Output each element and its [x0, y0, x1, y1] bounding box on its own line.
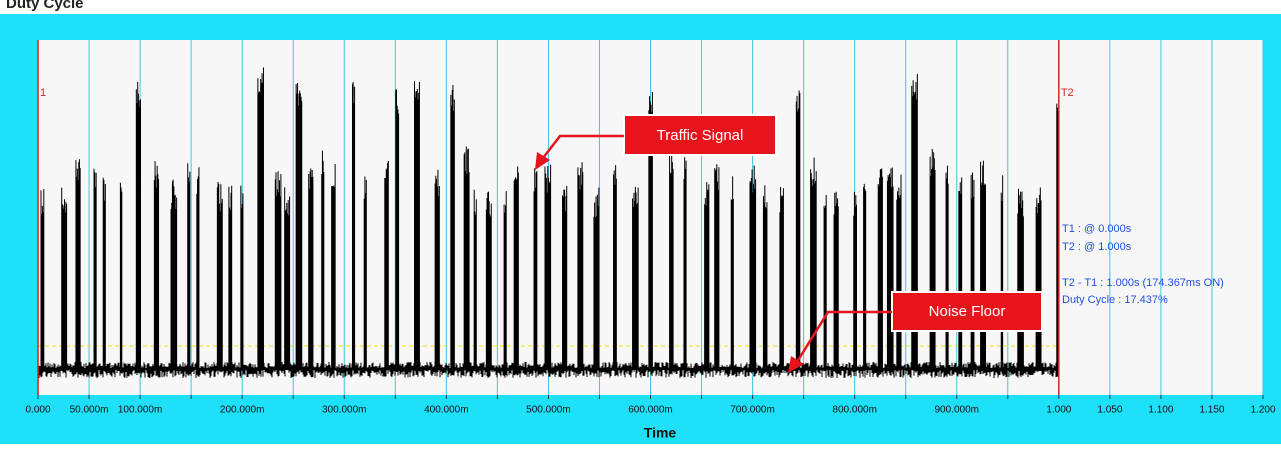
x-label: Time [644, 425, 677, 441]
arrow-head [535, 152, 550, 170]
x-tick-label: 1.100 [1148, 405, 1173, 416]
x-tick-label: 100.000m [118, 405, 162, 416]
arrow [542, 134, 624, 159]
x-tick-label: 1.150 [1199, 405, 1224, 416]
x-tick-label: 1.000 [1046, 405, 1071, 416]
x-tick-label: 600.000m [628, 405, 672, 416]
info: Duty Cycle : 17.437% [1062, 294, 1168, 306]
x-tick-label: 800.000m [832, 405, 876, 416]
x-tick-label: 1.200 [1250, 405, 1275, 416]
title: Duty Cycle [6, 0, 84, 12]
cursor-label: 1 [40, 87, 46, 99]
annotation: Noise Floor [788, 291, 1043, 373]
x-tick-label: 300.000m [322, 405, 366, 416]
x-tick-label: 700.000m [730, 405, 774, 416]
info: T2 - T1 : 1.000s (174.367ms ON) [1062, 277, 1224, 289]
callout-text: Traffic Signal [657, 127, 744, 144]
x-tick-label: 200.000m [220, 405, 264, 416]
x-tick-label: 1.050 [1097, 405, 1122, 416]
annotation: Traffic Signal [535, 114, 777, 170]
callout-box [891, 291, 1043, 332]
x-tick-label: 50.000m [70, 405, 109, 416]
arrow [795, 310, 892, 363]
x-tick-label: 400.000m [424, 405, 468, 416]
arrow-head [788, 356, 804, 373]
info: T2 : @ 1.000s [1062, 241, 1132, 253]
x-tick-label: 900.000m [935, 405, 979, 416]
x-tick-label: 500.000m [526, 405, 570, 416]
x-tick-label: 0.000 [25, 405, 50, 416]
info: T1 : @ 0.000s [1062, 223, 1132, 235]
callout-text: Noise Floor [929, 303, 1006, 320]
cursor-label: T2 [1061, 87, 1074, 99]
